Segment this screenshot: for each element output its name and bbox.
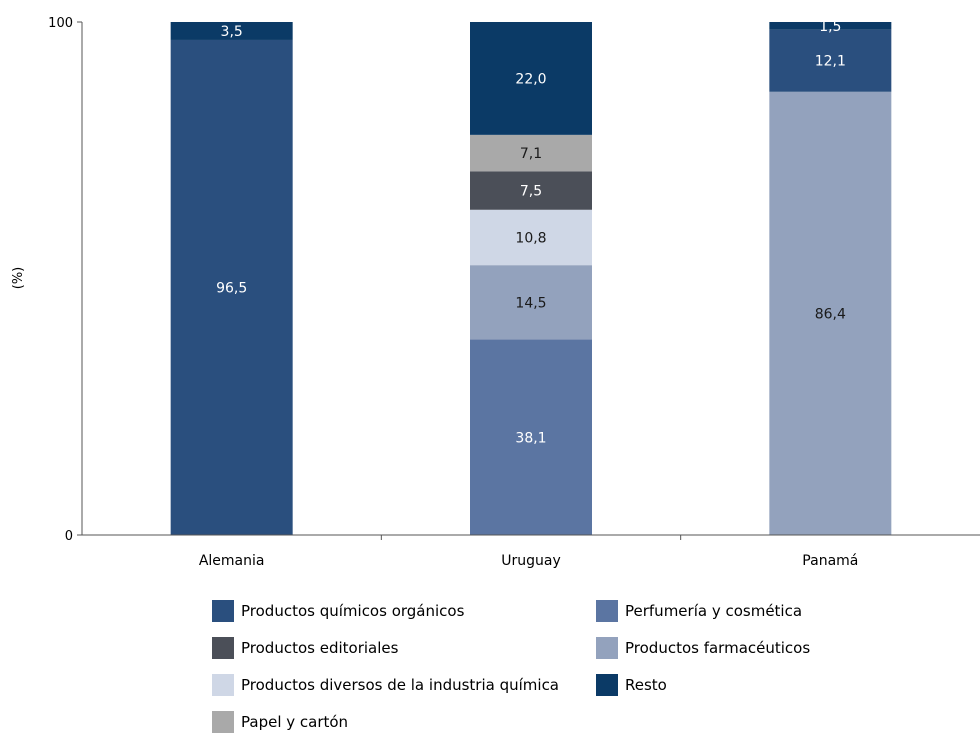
bar-segment: [470, 171, 592, 210]
bar-segment: [470, 209, 592, 266]
legend-swatch: [596, 600, 618, 622]
data-label: 86,4: [815, 306, 846, 322]
data-label: 7,1: [520, 146, 542, 162]
legend-label: Papel y cartón: [241, 713, 349, 731]
data-label: 10,8: [515, 230, 546, 246]
bars-layer: 96,5 3,5 38,1 14,5 10,8 7,5 7,1 22,0 86,4 12,1 1,5: [170, 19, 892, 535]
legend-label: Productos diversos de la industria quími…: [241, 676, 560, 694]
y-tick-label: 100: [48, 16, 73, 31]
legend-item: Papel y cartón: [212, 711, 348, 733]
legend-swatch: [212, 674, 234, 696]
stacked-bar-chart: 96,5 3,5 38,1 14,5 10,8 7,5 7,1 22,0 86,4 12,1 1,5…: [11, 16, 980, 569]
bar-segment: [470, 22, 592, 135]
bar-segment: [170, 39, 293, 535]
bar-segment: [470, 265, 592, 340]
y-tick-label: 0: [65, 529, 73, 544]
legend: Productos químicos orgánicos Perfumería y…: [212, 600, 912, 733]
data-label: 1,5: [819, 19, 841, 35]
legend-item: Productos químicos orgánicos: [212, 600, 464, 622]
legend-label: Productos farmacéuticos: [625, 639, 811, 657]
x-tick-label: Uruguay: [501, 553, 561, 569]
bar-segment: [170, 22, 293, 40]
legend-label: Productos químicos orgánicos: [241, 602, 465, 620]
bar-segment: [769, 91, 892, 535]
data-label: 14,5: [515, 295, 546, 311]
data-label: 12,1: [815, 54, 846, 70]
bar-segment: [769, 22, 892, 30]
legend-item: Perfumería y cosmética: [596, 600, 802, 622]
legend-swatch: [212, 637, 234, 659]
data-label: 3,5: [221, 24, 243, 40]
legend-label: Productos editoriales: [241, 639, 399, 657]
legend-swatch: [212, 711, 234, 733]
legend-item: Productos farmacéuticos: [596, 637, 810, 659]
data-label: 96,5: [216, 280, 247, 296]
legend-label: Perfumería y cosmética: [625, 602, 803, 620]
data-label: 7,5: [520, 184, 542, 200]
legend-item: Productos diversos de la industria quími…: [212, 674, 559, 696]
bar-segment: [769, 29, 892, 92]
x-tick-label: Panamá: [802, 553, 858, 569]
bar-segment: [470, 339, 592, 535]
x-tick-label: Alemania: [199, 553, 265, 569]
y-axis-label: (%): [11, 267, 26, 290]
bar-segment: [470, 134, 592, 172]
legend-label: Resto: [625, 676, 667, 694]
axes-layer: 0 100 Alemania Uruguay Panamá: [48, 16, 980, 569]
legend-item: Productos editoriales: [212, 637, 398, 659]
legend-swatch: [212, 600, 234, 622]
legend-swatch: [596, 674, 618, 696]
legend-swatch: [596, 637, 618, 659]
data-label: 22,0: [515, 71, 546, 87]
legend-item: Resto: [596, 674, 667, 696]
data-label: 38,1: [515, 430, 546, 446]
